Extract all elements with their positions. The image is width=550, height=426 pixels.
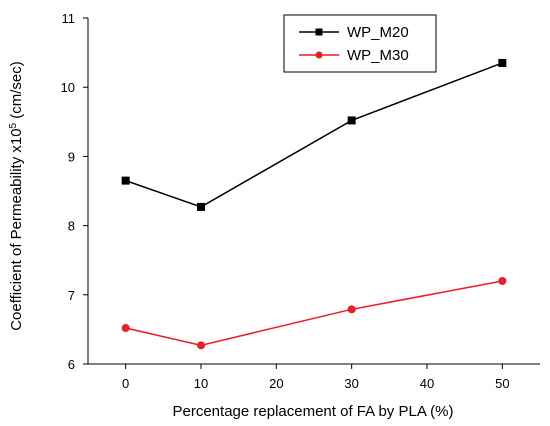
plot-area xyxy=(87,18,540,365)
x-tick-label: 20 xyxy=(269,376,283,391)
data-point-wp-m20 xyxy=(347,116,356,125)
x-axis-title: Percentage replacement of FA by PLA (%) xyxy=(173,403,454,420)
y-axis-ticks: 6 7 8 9 10 11 xyxy=(61,11,88,372)
legend-marker-wp-m30 xyxy=(315,51,323,59)
data-point-wp-m20 xyxy=(197,202,205,211)
y-tick-label: 7 xyxy=(68,288,75,303)
x-tick-label: 10 xyxy=(194,376,208,391)
legend-box xyxy=(283,14,437,73)
data-point-wp-m20 xyxy=(498,58,507,67)
data-point-wp-m30 xyxy=(121,324,130,333)
y-axis-title: Coefficient of Permeability x105 (cm/sec… xyxy=(8,61,26,331)
data-point-wp-m30 xyxy=(197,341,205,350)
y-tick-label: 6 xyxy=(68,357,75,372)
x-tick-label: 40 xyxy=(420,376,434,391)
series-line-wp-m30 xyxy=(125,280,503,347)
legend-label-wp-m20: WP_M20 xyxy=(347,24,409,41)
x-tick-label: 30 xyxy=(344,376,358,391)
data-point-wp-m20 xyxy=(121,176,130,185)
legend-label-wp-m30: WP_M30 xyxy=(347,47,409,64)
data-point-wp-m30 xyxy=(347,305,356,314)
legend-item-wp-m20: WP_M20 xyxy=(299,24,409,41)
series-layer xyxy=(121,58,507,350)
y-axis-title-superscript: 5 xyxy=(8,122,19,128)
y-axis-title-unit: (cm/sec) xyxy=(8,61,25,123)
y-tick-label: 9 xyxy=(68,149,75,164)
y-tick-label: 11 xyxy=(62,11,76,26)
x-tick-label: 0 xyxy=(122,376,129,391)
y-axis-title-main: Coefficient of Permeability x10 xyxy=(8,128,25,330)
x-axis-ticks: 0 10 20 30 40 50 xyxy=(122,364,510,391)
legend-marker-wp-m20 xyxy=(315,28,323,36)
x-tick-label: 50 xyxy=(495,376,509,391)
y-tick-label: 8 xyxy=(68,219,75,234)
legend-item-wp-m30: WP_M30 xyxy=(299,47,409,64)
data-point-wp-m30 xyxy=(498,276,507,285)
y-tick-label: 10 xyxy=(61,80,75,95)
series-line-wp-m20 xyxy=(125,62,503,208)
legend: WP_M20 WP_M30 xyxy=(283,14,437,73)
